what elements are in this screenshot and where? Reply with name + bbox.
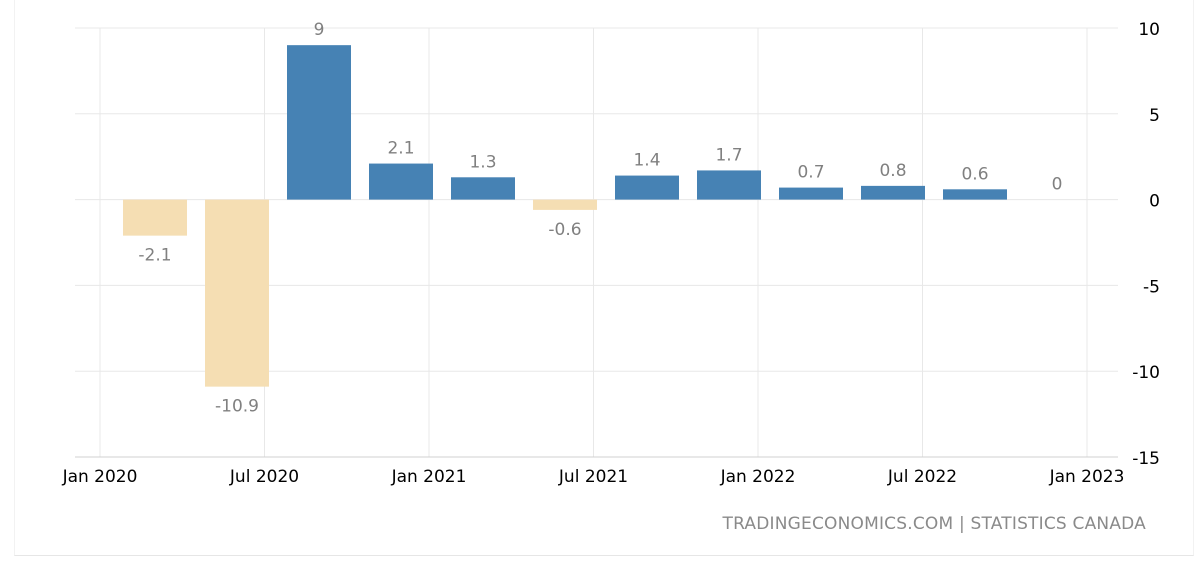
bar-value-label: 2.1 bbox=[387, 139, 414, 159]
bar-value-label: 0.8 bbox=[879, 161, 906, 181]
bar bbox=[943, 189, 1007, 200]
x-tick-label: Jul 2021 bbox=[558, 467, 628, 487]
source-attribution: TRADINGECONOMICS.COM | STATISTICS CANADA bbox=[722, 514, 1146, 534]
x-tick-label: Jan 2020 bbox=[62, 467, 138, 487]
bar-value-label: 1.4 bbox=[633, 151, 660, 171]
x-tick-label: Jan 2022 bbox=[720, 467, 796, 487]
y-tick-label: -10 bbox=[1132, 363, 1160, 383]
bar bbox=[451, 177, 515, 200]
x-tick-label: Jan 2021 bbox=[391, 467, 467, 487]
bar bbox=[123, 199, 187, 236]
bar-value-label: 0 bbox=[1052, 175, 1063, 195]
y-tick-label: 10 bbox=[1138, 20, 1160, 40]
y-tick-label: -5 bbox=[1143, 277, 1160, 297]
bar bbox=[861, 185, 925, 200]
x-tick-label: Jan 2023 bbox=[1049, 467, 1125, 487]
bar-value-label: 0.7 bbox=[797, 163, 824, 183]
bar-value-label: 1.3 bbox=[469, 152, 496, 172]
bar bbox=[779, 187, 843, 200]
y-tick-label: -15 bbox=[1132, 449, 1160, 469]
bar bbox=[533, 199, 597, 210]
y-tick-label: 5 bbox=[1149, 106, 1160, 126]
bar-value-label: -2.1 bbox=[138, 246, 171, 266]
x-tick-label: Jul 2022 bbox=[887, 467, 957, 487]
x-tick-label: Jul 2020 bbox=[229, 467, 299, 487]
bar-value-label: 0.6 bbox=[961, 164, 988, 184]
chart-card bbox=[14, 0, 1194, 556]
bar-value-label: -10.9 bbox=[215, 397, 259, 417]
bar-value-label: 1.7 bbox=[715, 145, 742, 165]
bar bbox=[697, 170, 761, 200]
bar-value-label: 9 bbox=[314, 20, 325, 40]
bar bbox=[205, 199, 269, 387]
y-tick-label: 0 bbox=[1149, 192, 1160, 212]
bar bbox=[369, 163, 433, 200]
bar bbox=[615, 175, 679, 200]
bar bbox=[287, 45, 351, 200]
bar-value-label: -0.6 bbox=[548, 220, 581, 240]
